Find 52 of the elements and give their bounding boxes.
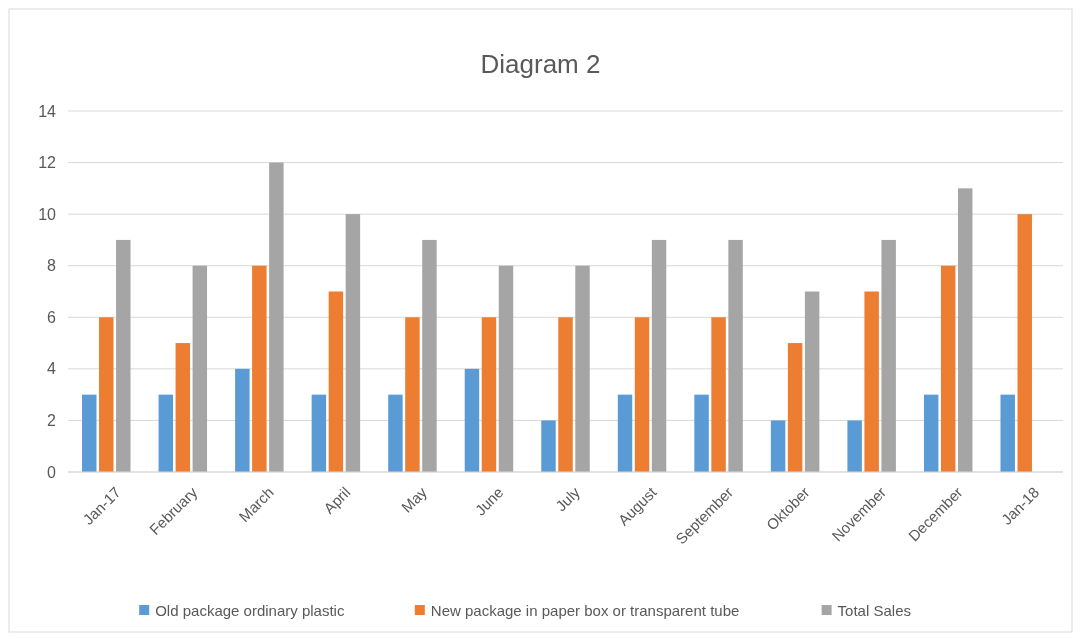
y-tick-label: 0 [47,463,57,481]
chart-title: Diagram 2 [480,49,601,79]
bar [175,343,191,472]
bar [864,291,879,472]
bar [804,291,820,472]
bar [252,265,267,472]
bar [1017,214,1032,472]
bar [192,265,208,472]
bar [728,239,743,472]
bar [575,265,590,472]
bar [770,420,786,472]
bar [99,317,114,472]
bar [345,214,361,472]
bar [634,317,650,472]
bar [116,239,131,472]
legend-label: Total Sales [837,602,911,620]
bar [235,368,250,472]
bar [269,162,284,472]
bar [498,265,514,472]
y-tick-label: 4 [47,360,57,378]
bar [311,394,327,472]
bar [847,420,862,472]
bar [651,239,667,472]
bar [422,239,437,472]
y-tick-label: 6 [47,308,57,326]
bar [158,394,174,472]
bar [82,394,97,472]
y-tick-label: 10 [38,205,57,223]
bar [388,394,403,472]
bar [923,394,939,472]
bar [464,368,480,472]
y-tick-label: 14 [38,102,57,120]
x-tick-label: May [397,483,431,516]
x-tick-label: July [552,483,584,515]
bar [787,343,803,472]
bar [481,317,497,472]
bar [1000,394,1015,472]
bar [940,265,956,472]
bar [617,394,633,472]
bar [558,317,573,472]
bar [405,317,420,472]
legend-label: Old package ordinary plastic [155,602,345,620]
bar [694,394,709,472]
bar [711,317,726,472]
bar [957,188,973,472]
y-tick-label: 2 [47,412,57,430]
bar [881,239,896,472]
y-tick-label: 8 [47,257,57,275]
bar [541,420,556,472]
legend-label: New package in paper box or transparent tube [430,602,740,620]
bar [328,291,344,472]
y-tick-label: 12 [38,154,57,172]
